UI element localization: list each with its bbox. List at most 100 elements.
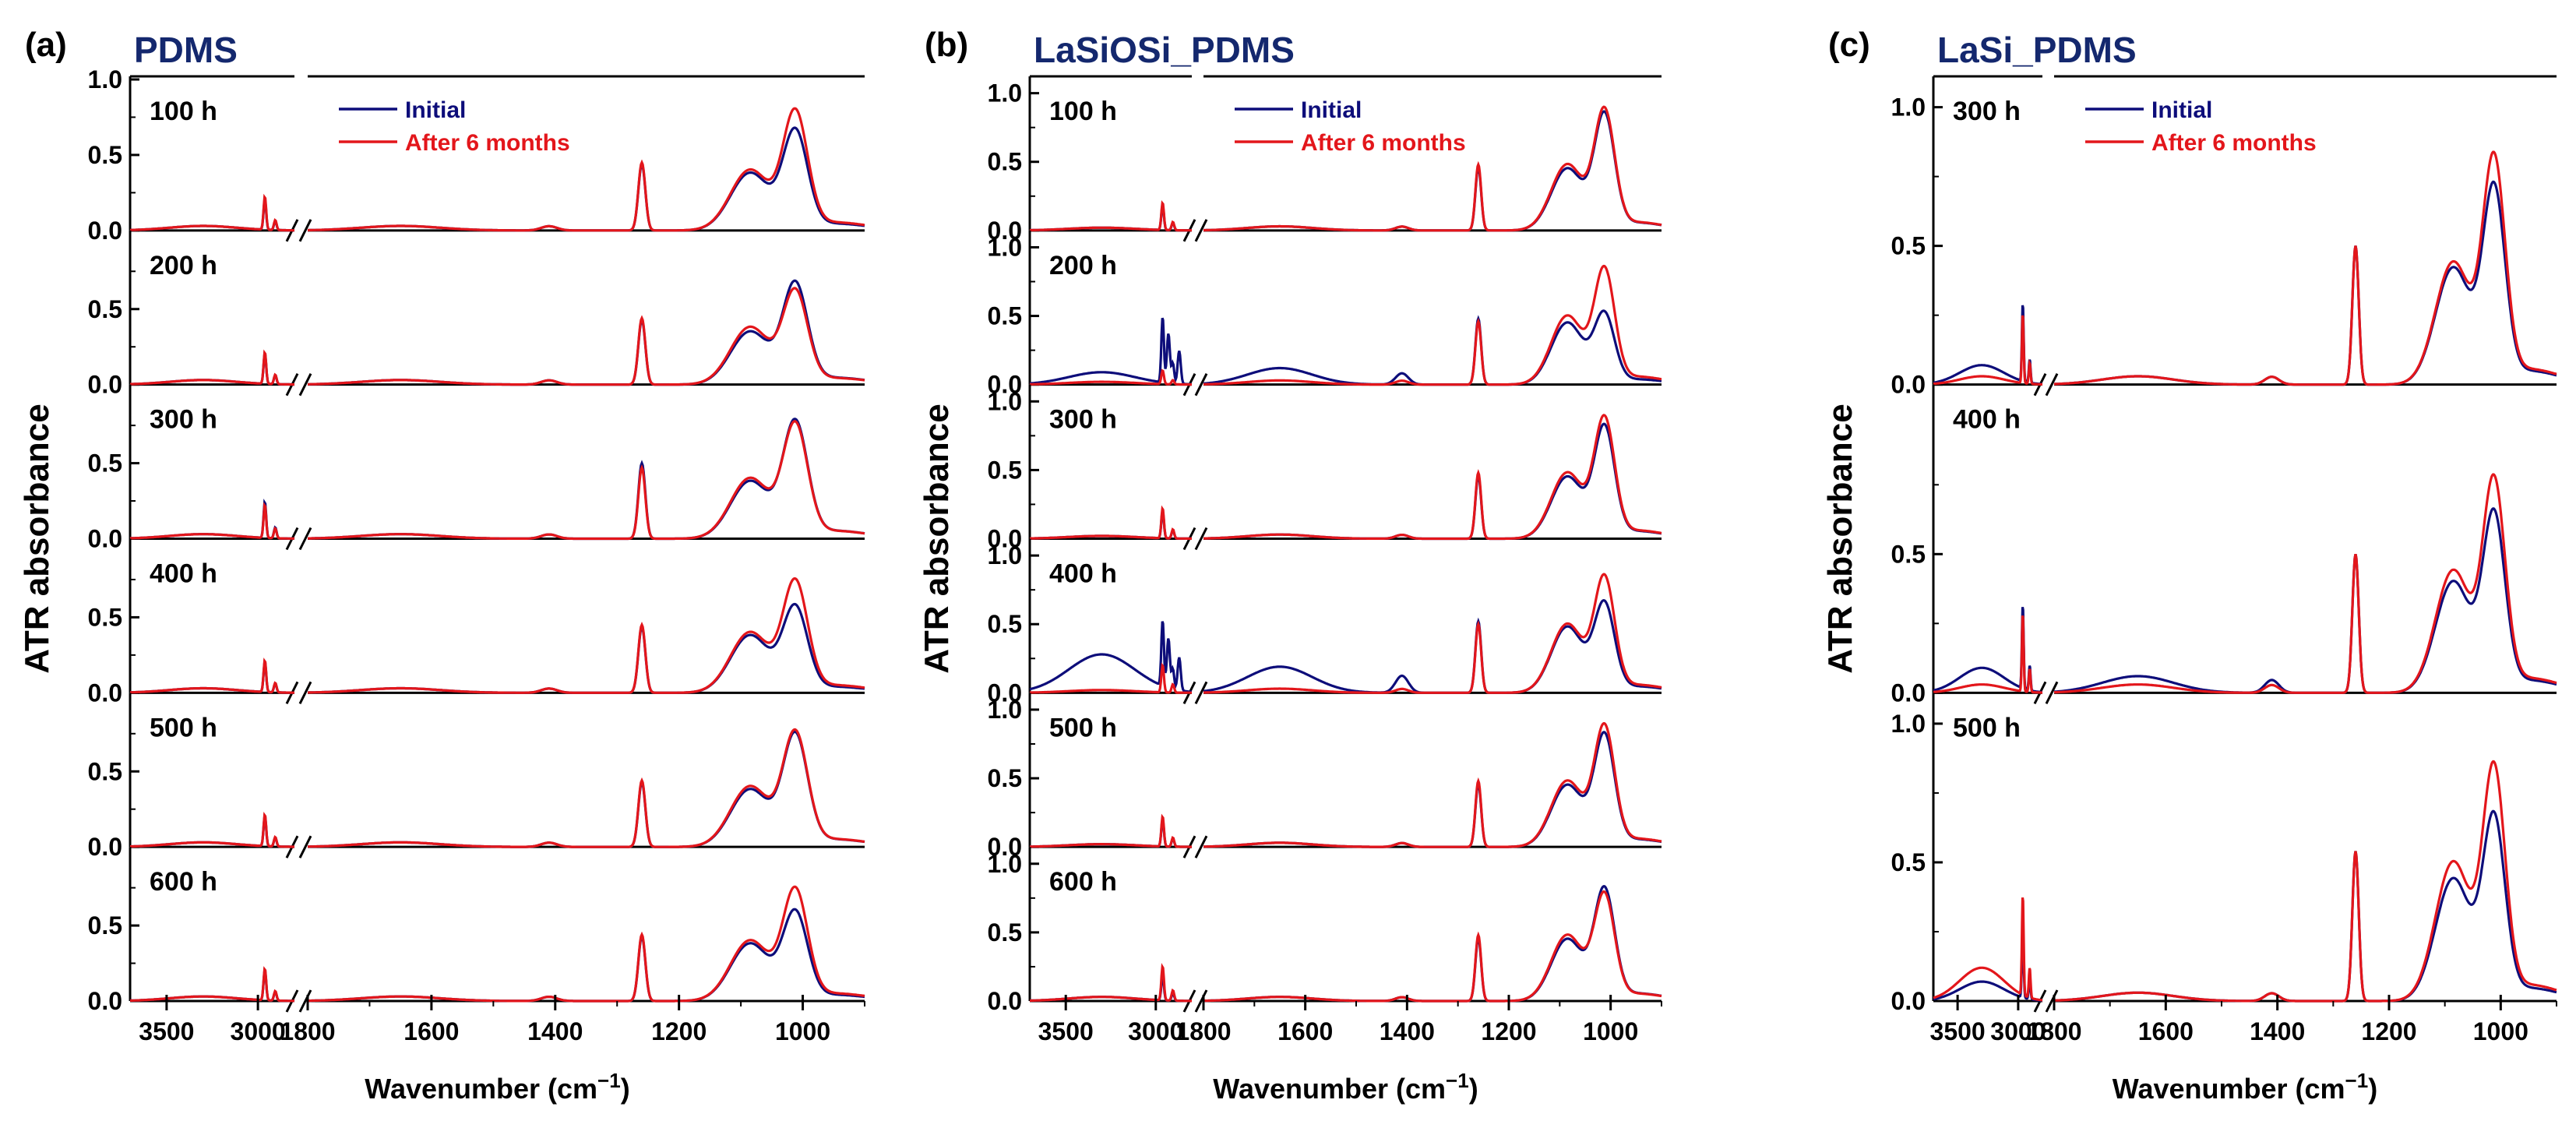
subplot-500h: 0.0 0.5 1.0 500 h (1891, 693, 2557, 1015)
series-line-after (308, 420, 865, 541)
x-tick-label: 1000 (1583, 1017, 1638, 1045)
x-axis-label-close: ) (1469, 1073, 1478, 1105)
y-tick-label: 0.5 (988, 456, 1022, 484)
x-tick-label: 1800 (2026, 1017, 2081, 1045)
series-line-after (129, 966, 295, 1003)
y-tick-label: 0.0 (88, 217, 122, 245)
x-tick-label: 3000 (1990, 1017, 2046, 1045)
subplot-400h: 0.0 0.5 400 h (88, 538, 865, 707)
x-axis-label-exponent: −1 (1446, 1069, 1469, 1092)
y-tick-label: 0.0 (988, 987, 1022, 1015)
panel-title: PDMS (134, 30, 238, 70)
series-line-initial (1030, 816, 1192, 848)
subplot-400h: 0.0 0.5 400 h (1891, 384, 2557, 707)
x-tick-label: 1000 (2473, 1017, 2528, 1045)
axis-break-mark (1194, 527, 1208, 551)
x-axis-label-close: ) (621, 1073, 630, 1105)
y-tick-label: 0.5 (988, 302, 1022, 330)
subplot-label: 500 h (1049, 713, 1117, 742)
y-tick-label: 0.0 (1891, 371, 1926, 399)
series-line-after (1203, 722, 1662, 848)
chart-panel-b: (b) LaSiOSi_PDMS ATR absorbance Wavenumber … (918, 26, 1662, 1105)
subplot-label: 100 h (150, 97, 217, 126)
series-line-initial (308, 730, 865, 848)
subplot-label: 600 h (1049, 867, 1117, 897)
series-line-after (1933, 897, 2042, 1002)
series-line-initial (2053, 507, 2557, 694)
y-tick-label: 0.5 (1891, 848, 1926, 876)
subplot-300h: 0.0 0.5 300 h (88, 384, 865, 553)
series-line-after (308, 107, 865, 232)
x-tick-label: 1400 (2250, 1017, 2305, 1045)
axis-break-mark (2045, 681, 2059, 705)
legend-label-initial: Initial (1301, 97, 1362, 123)
x-axis-label-text: Wavenumber (cm (2113, 1073, 2345, 1105)
y-tick-label: 1.0 (1891, 710, 1926, 738)
panel-title: LaSiOSi_PDMS (1034, 30, 1295, 70)
subplot-300h: 0.0 0.5 1.0 300 h Initial After 6 months (1891, 75, 2557, 399)
x-axis-label-exponent: −1 (597, 1069, 621, 1092)
x-tick-label: 3500 (1038, 1017, 1094, 1045)
series-line-initial (1203, 110, 1662, 232)
series-line-after (2054, 150, 2557, 386)
series-line-after (308, 728, 865, 848)
legend-label-initial: Initial (405, 97, 466, 123)
subplot-label: 400 h (1953, 405, 2021, 435)
y-tick-label: 0.5 (1891, 540, 1926, 568)
series-line-initial (1203, 731, 1662, 848)
subplot-label: 500 h (1953, 713, 2021, 742)
series-line-after (1030, 662, 1192, 694)
series-line-initial (308, 418, 865, 541)
series-line-after (1203, 264, 1662, 386)
series-line-after (1203, 890, 1662, 1003)
series-line-after (1030, 813, 1192, 848)
series-line-initial (308, 126, 865, 232)
panel-title: LaSi_PDMS (1937, 30, 2137, 70)
subplot-600h: 0.0 0.5 1.0 600 h (988, 847, 1662, 1015)
y-tick-label: 0.5 (88, 603, 122, 631)
series-line-initial (1203, 422, 1662, 541)
x-axis-label-close: ) (2368, 1073, 2377, 1105)
subplot-label: 500 h (150, 713, 217, 742)
subplot-label: 300 h (1049, 405, 1117, 435)
y-tick-label: 0.5 (988, 610, 1022, 638)
series-line-initial (1029, 317, 1193, 386)
y-tick-label: 0.5 (88, 911, 122, 939)
x-tick-label: 3500 (139, 1017, 194, 1045)
y-tick-label: 0.0 (88, 679, 122, 707)
y-tick-label: 0.5 (88, 757, 122, 785)
y-tick-label: 0.0 (988, 371, 1022, 399)
series-line-after (130, 349, 294, 386)
x-tick-label: 3000 (1128, 1017, 1183, 1045)
axis-break-mark (298, 372, 312, 397)
y-tick-label: 0.0 (1891, 679, 1926, 707)
y-tick-label: 1.0 (988, 696, 1022, 724)
subplot-label: 400 h (150, 559, 217, 589)
x-tick-label: 3500 (1930, 1017, 1986, 1045)
y-tick-label: 0.0 (988, 217, 1022, 245)
series-line-initial (1029, 621, 1193, 693)
series-line-after (1030, 505, 1192, 540)
axis-break-mark (298, 681, 312, 705)
subplot-label: 100 h (1049, 97, 1117, 126)
x-tick-label: 1200 (651, 1017, 707, 1045)
y-tick-label: 1.0 (988, 79, 1022, 108)
x-axis-label-exponent: −1 (2345, 1069, 2369, 1092)
x-tick-label: 1600 (2138, 1017, 2194, 1045)
subplot-label: 600 h (150, 867, 217, 897)
subplot-200h: 0.0 0.5 200 h (88, 230, 865, 399)
series-line-initial (1933, 607, 2042, 694)
y-tick-label: 0.0 (88, 987, 122, 1015)
series-line-after (1203, 573, 1662, 694)
subplot-label: 400 h (1049, 559, 1117, 589)
axis-break-mark (1194, 219, 1208, 242)
y-axis-label: ATR absorbance (918, 404, 956, 673)
legend-label-after: After 6 months (2151, 130, 2317, 156)
axis-break-mark (1194, 835, 1208, 858)
subplot-100h: 0.0 0.5 1.0 100 h Initial After 6 months (988, 75, 1662, 245)
y-tick-label: 0.0 (88, 371, 122, 399)
y-tick-label: 1.0 (988, 850, 1022, 878)
x-tick-label: 3000 (231, 1017, 286, 1045)
y-axis-label: ATR absorbance (18, 404, 56, 673)
